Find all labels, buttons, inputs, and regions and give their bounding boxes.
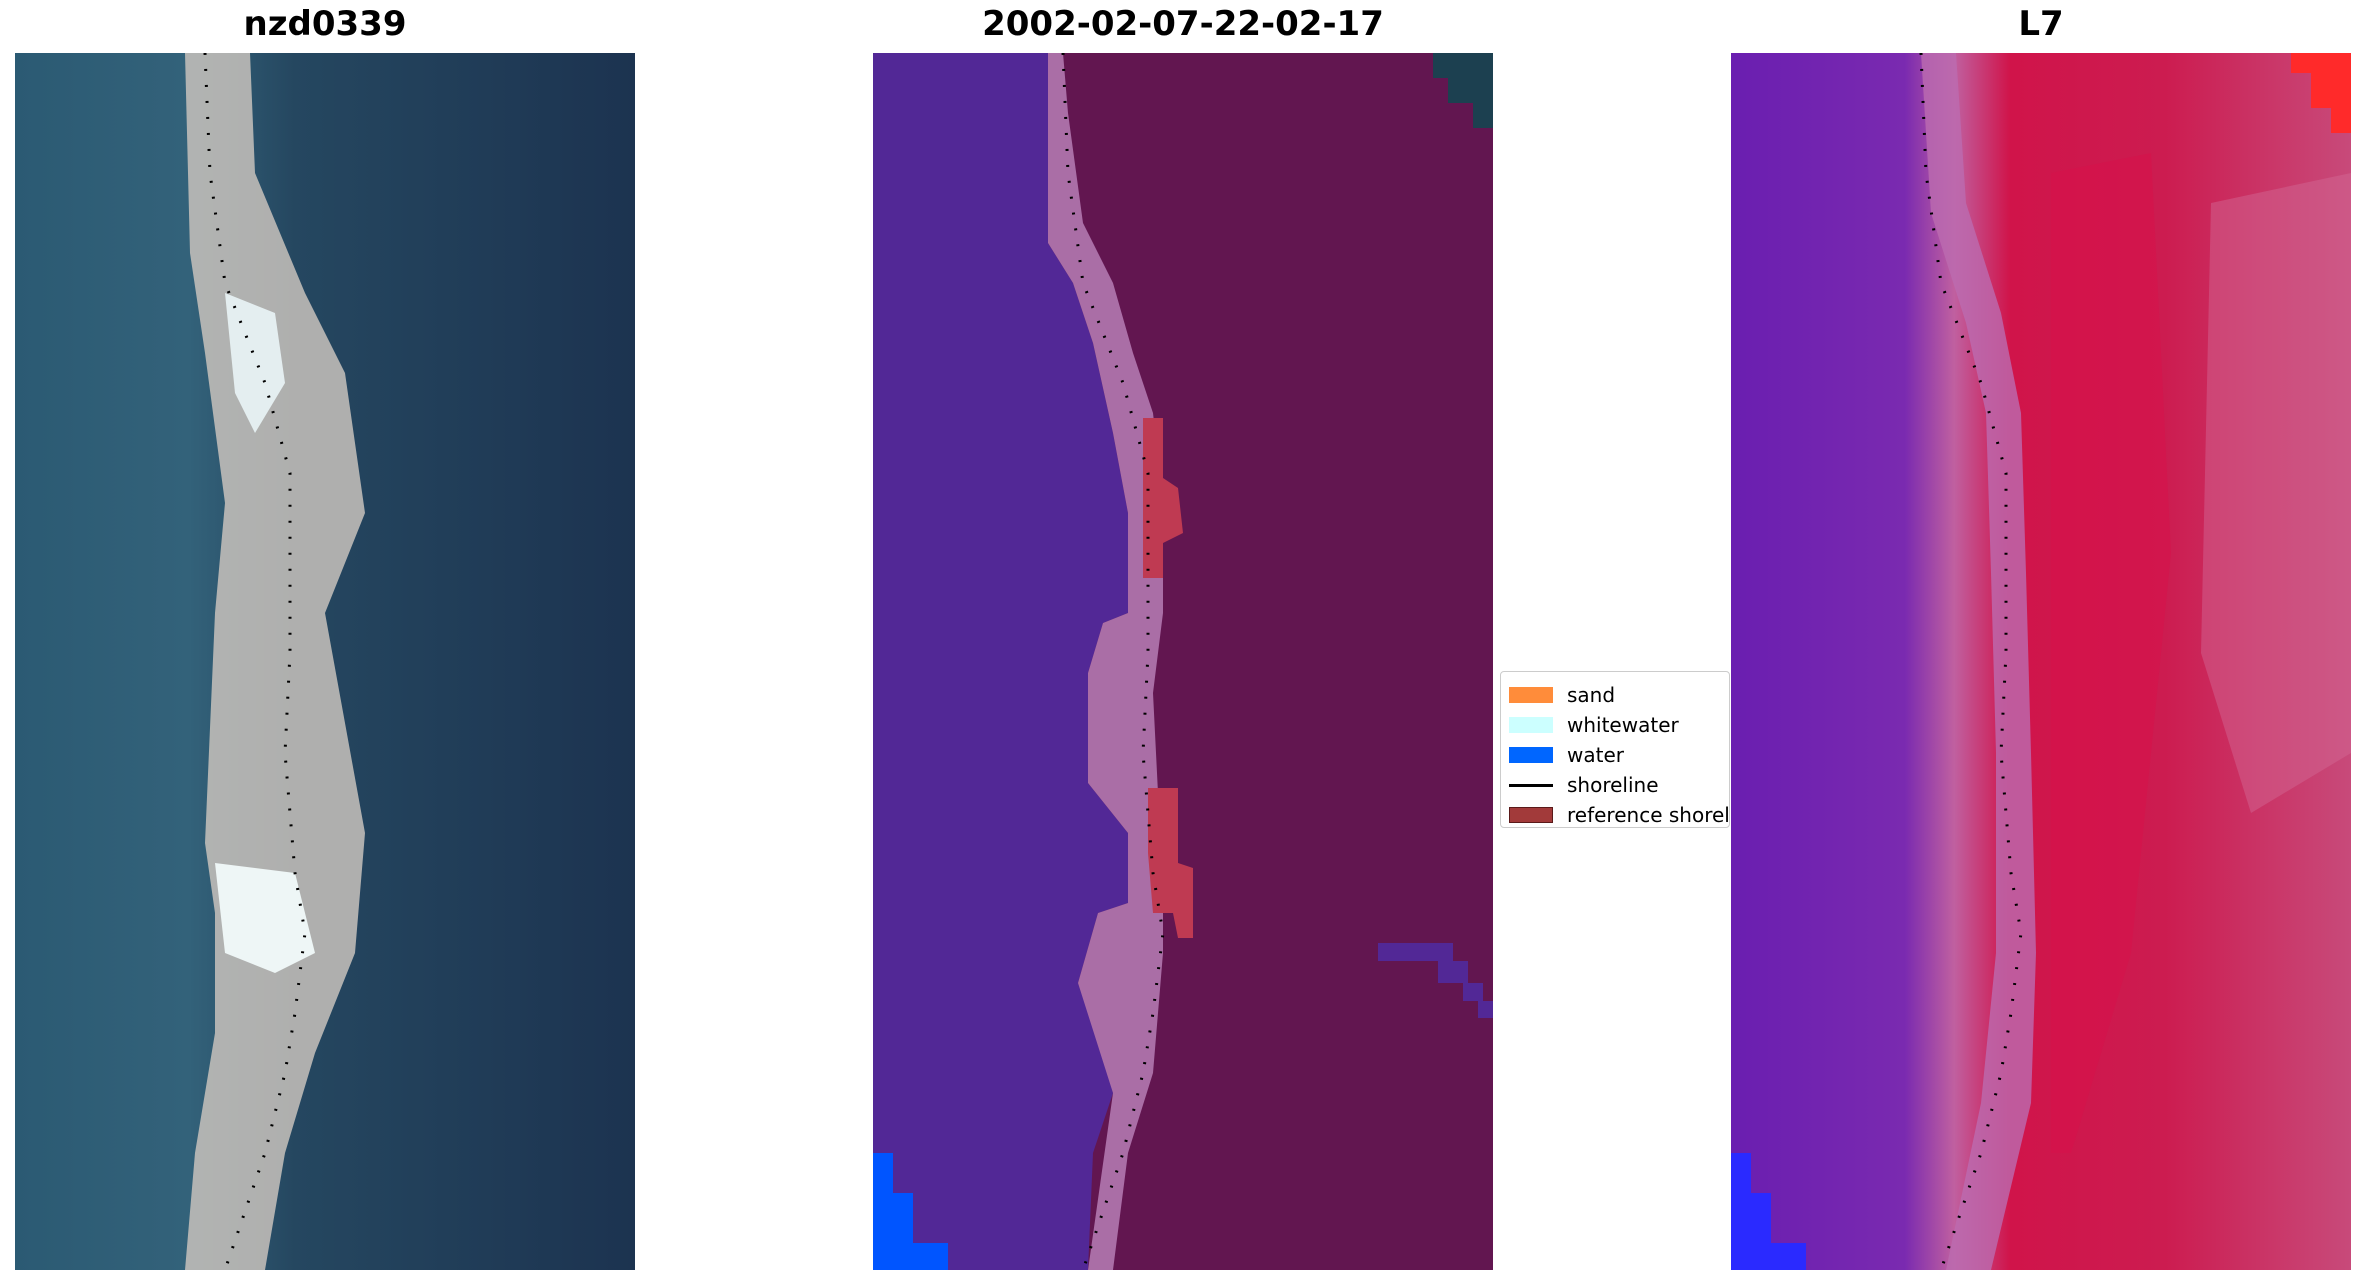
reference-buffer-1 [1143,418,1183,578]
whitewater-swatch [1509,717,1553,733]
whitewater-patch-2 [215,863,315,973]
legend-item-whitewater: whitewater [1501,710,1729,740]
legend-label-sand: sand [1567,683,1616,707]
panel-title-nir: L7 [2018,4,2064,44]
bright-land [2051,153,2171,1153]
water-swatch [1509,747,1553,763]
water-pixels [873,1153,948,1270]
legend-label-whitewater: whitewater [1567,713,1679,737]
corner-teal [1433,53,1493,128]
classification-panel [873,53,1493,1270]
water-pixels [1731,1153,1806,1270]
legend-label-shoreline: shoreline [1567,773,1659,797]
rgb-image [15,53,635,1270]
panel-title-rgb: nzd0339 [243,4,407,44]
land-water-pixels [1378,943,1493,1018]
panel-title-classification: 2002-02-07-22-02-17 [982,4,1384,44]
legend-item-shoreline: shoreline [1501,770,1729,800]
classification-image [873,53,1493,1270]
legend-item-reference-buffer: reference shoreline buffer [1501,800,1730,827]
reference-buffer-2 [1148,788,1193,938]
legend-item-water: water [1501,740,1729,770]
water-region [873,53,1128,1270]
nir-image-panel [1731,53,2351,1270]
rgb-image-panel [15,53,635,1270]
beach-strip [1921,53,2036,1270]
reference-buffer-swatch [1509,807,1553,823]
pale-land [2201,173,2351,813]
legend-label-water: water [1567,743,1624,767]
sand-swatch [1509,687,1553,703]
corner-red [2291,53,2351,133]
nir-image [1731,53,2351,1270]
whitewater-patch [225,293,285,433]
beach-overlay [1028,53,1163,1270]
shoreline-swatch [1509,784,1553,787]
beach-strip [185,53,365,1270]
legend: sand whitewater water shoreline referenc… [1500,671,1730,828]
legend-label-reference-buffer: reference shoreline buffer [1567,803,1730,827]
legend-item-sand: sand [1501,680,1729,710]
